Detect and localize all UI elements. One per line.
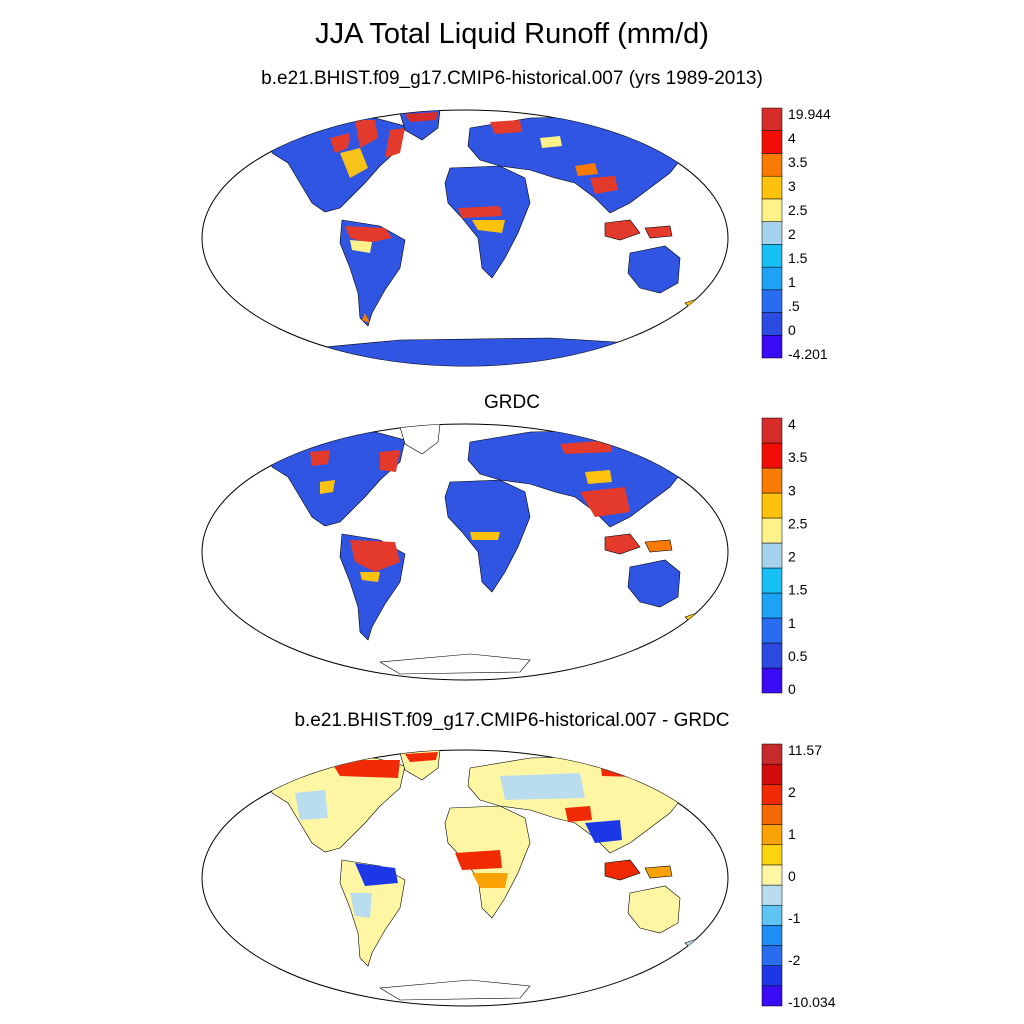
colorbar-swatch [761, 542, 783, 569]
colorbar-label: 1.5 [788, 250, 808, 266]
antarctica-land [379, 653, 531, 675]
main-title: JJA Total Liquid Runoff (mm/d) [315, 18, 709, 50]
colorbar-swatch [761, 567, 783, 594]
colorbar-swatch [761, 864, 783, 886]
colorbar-swatch [761, 743, 783, 765]
colorbar-label: 2 [788, 784, 796, 800]
colorbar-swatch [761, 266, 783, 291]
australia-land [627, 885, 681, 934]
colorbar-label: -1 [788, 910, 801, 926]
colorbar-label: 2.5 [788, 515, 808, 531]
colorbar-swatch [761, 153, 783, 177]
panel-2-title: GRDC [484, 392, 540, 413]
colorbar-swatch [761, 844, 783, 866]
colorbar-label: 4 [788, 130, 796, 146]
panel-2-colorbar: 4 3.5 3 2.5 2 1.5 1 0.5 0 [761, 416, 832, 698]
colorbar-swatch [761, 517, 783, 544]
australia-land [627, 559, 681, 608]
south-america-land [339, 859, 406, 967]
colorbar-label: 1.5 [788, 582, 808, 598]
colorbar-label: 0 [788, 681, 796, 697]
colorbar-swatch [761, 784, 783, 805]
colorbar-label: 1 [788, 615, 796, 631]
colorbar-swatch [761, 617, 783, 644]
colorbar-swatch [761, 804, 783, 825]
colorbar-swatch [761, 335, 783, 359]
colorbar-swatch [761, 175, 783, 200]
colorbar-swatch [761, 442, 783, 469]
panel-1-title: b.e21.BHIST.f09_g17.CMIP6-historical.007… [261, 68, 763, 89]
colorbar-swatch [761, 198, 783, 222]
panel-3-colorbar: 11.57 2 1 0 -1 -2 -10.034 [761, 742, 836, 1011]
colorbar-label: -4.201 [788, 346, 828, 362]
colorbar-label: 2 [788, 226, 796, 242]
panel-3-map [201, 749, 729, 1007]
colorbar-swatch [761, 985, 783, 1007]
panel-3-title: b.e21.BHIST.f09_g17.CMIP6-historical.007… [294, 710, 730, 731]
colorbar-label: .5 [788, 298, 800, 314]
colorbar-label: 1 [788, 274, 796, 290]
colorbar-swatch [761, 312, 783, 336]
colorbar-swatch [761, 289, 783, 313]
panel-2-map [201, 423, 729, 681]
australia-land [627, 245, 681, 294]
colorbar-label: 0 [788, 868, 796, 884]
colorbar-label: 11.57 [788, 742, 822, 758]
colorbar-swatch [761, 130, 783, 154]
antarctica-land [379, 979, 531, 1001]
colorbar-swatch [761, 824, 783, 846]
colorbar-label: 19.944 [788, 106, 831, 122]
colorbar-swatch [761, 945, 783, 966]
colorbar-label: 3 [788, 178, 796, 194]
colorbar-label: 2 [788, 549, 796, 565]
north-america-land [269, 431, 406, 527]
panel-1-colorbar: 19.944 4 3.5 3 2.5 2 1.5 1.5 0 -4.201 [761, 106, 832, 373]
colorbar-swatch [761, 492, 783, 519]
colorbar-swatch [761, 965, 783, 987]
colorbar-swatch [761, 244, 783, 268]
colorbar-label: 4 [788, 416, 796, 432]
colorbar-label: 3.5 [788, 449, 808, 465]
colorbar-label: 0.5 [788, 648, 808, 664]
colorbar-swatch [761, 667, 783, 694]
colorbar-label: 3 [788, 482, 796, 498]
colorbar-label: -10.034 [788, 994, 836, 1010]
colorbar-swatch [761, 642, 783, 669]
colorbar-label: 2.5 [788, 202, 808, 218]
colorbar-label: 1 [788, 826, 796, 842]
colorbar-swatch [761, 467, 783, 494]
colorbar-swatch [761, 107, 783, 131]
colorbar-swatch [761, 884, 783, 906]
colorbar-label: -2 [788, 952, 801, 968]
colorbar-swatch [761, 925, 783, 946]
colorbar-label: 0 [788, 322, 796, 338]
colorbar-swatch [761, 904, 783, 926]
colorbar-swatch [761, 592, 783, 619]
colorbar-swatch [761, 417, 783, 444]
colorbar-swatch [761, 221, 783, 245]
panel-1-map [201, 109, 729, 367]
colorbar-swatch [761, 763, 783, 785]
colorbar-label: 3.5 [788, 154, 808, 170]
